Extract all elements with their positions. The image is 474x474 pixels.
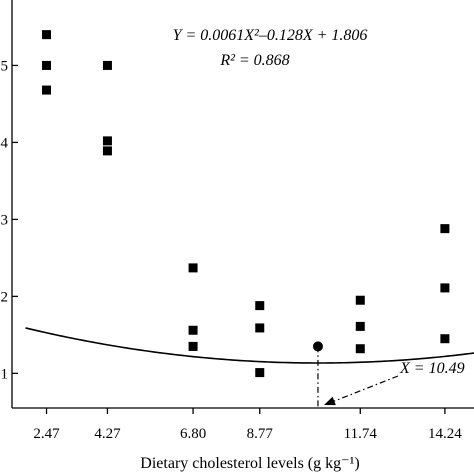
data-point: [440, 334, 450, 344]
y-tick-label: 1: [1, 366, 9, 382]
data-point: [42, 30, 52, 40]
data-point: [188, 325, 198, 335]
x-tick-label: 14.24: [428, 426, 462, 442]
data-point: [42, 60, 52, 70]
y-tick-label: 3: [1, 212, 9, 228]
data-point: [102, 60, 112, 70]
x-tick-label: 2.47: [33, 426, 60, 442]
x-ticks: 2.47 4.27 6.80 8.77 11.74 14.24: [33, 408, 462, 442]
minimum-x-label: X = 10.49: [399, 360, 465, 377]
data-point: [102, 146, 112, 156]
data-point: [440, 224, 450, 234]
r-squared-label: R² = 0.868: [219, 52, 289, 69]
data-point: [42, 85, 52, 95]
data-points: [42, 30, 450, 378]
y-ticks: 1 2 3 4 5: [1, 58, 18, 382]
data-point: [255, 368, 265, 378]
data-point: [188, 341, 198, 351]
minimum-arrow: [323, 375, 399, 406]
x-axis-title: Dietary cholesterol levels (g kg⁻¹): [140, 455, 359, 472]
data-point: [440, 283, 450, 293]
y-tick-label: 2: [1, 289, 9, 305]
data-point: [255, 323, 265, 333]
y-tick-label: 4: [1, 135, 9, 151]
data-point: [188, 263, 198, 273]
x-tick-label: 4.27: [94, 426, 121, 442]
fit-curve: [25, 327, 474, 364]
x-tick-label: 11.74: [344, 426, 378, 442]
equation-label: Y = 0.0061X²–0.128X + 1.806: [173, 27, 368, 44]
x-tick-label: 6.80: [180, 426, 206, 442]
data-point: [355, 295, 365, 305]
data-point: [102, 136, 112, 146]
x-tick-label: 8.77: [247, 426, 274, 442]
data-point: [255, 301, 265, 311]
data-point: [355, 344, 365, 354]
minimum-point: [312, 341, 323, 352]
y-tick-label: 5: [1, 58, 9, 74]
axes: [11, 0, 474, 409]
data-point: [355, 321, 365, 331]
